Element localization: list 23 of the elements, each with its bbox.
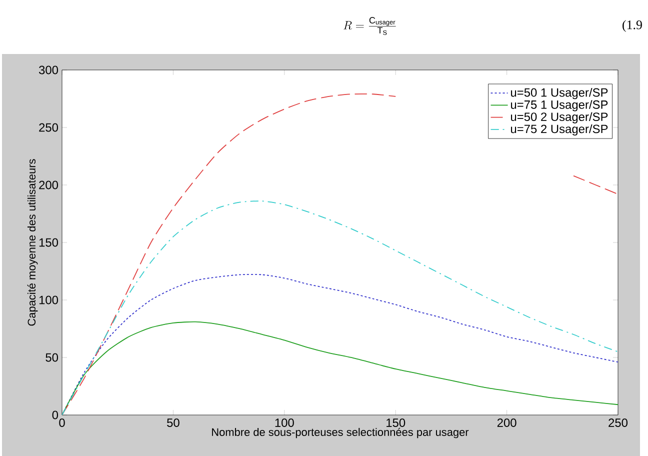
- legend-label: u=75 2 Usager/SP: [511, 124, 608, 136]
- y-tick-label: 150: [39, 238, 58, 247]
- y-tick-label: 200: [39, 180, 58, 190]
- chart-title: $R = \frac{\mathrm{C}_{\mathrm{usager}}}{\mathrm{T}_{\mathrm{S}}}$: [344, 17, 396, 35]
- y-tick-label: 250: [39, 123, 58, 132]
- x-tick-label: 150: [386, 418, 406, 427]
- y-axis-title: Capacité moyenne des utilisateurs: [27, 159, 38, 326]
- x-tick-label: 0: [59, 418, 65, 427]
- x-tick-label: 200: [497, 418, 516, 427]
- y-tick-label: 100: [39, 296, 58, 304]
- x-tick-label: 100: [275, 418, 294, 427]
- x-axis-title: Nombre de sous-porteuses selectionnées par usager: [212, 428, 469, 438]
- legend-label: u=50 1 Usager/SP: [511, 88, 608, 100]
- line-series: [62, 321, 618, 415]
- line-series: [62, 200, 618, 415]
- x-tick-label: 250: [608, 418, 628, 427]
- legend-label: u=50 2 Usager/SP: [511, 112, 608, 124]
- y-tick-label: 300: [38, 66, 58, 74]
- legend-label: u=75 1 Usager/SP: [511, 100, 608, 112]
- y-tick-label: 0: [52, 410, 58, 420]
- y-tick-label: 50: [46, 353, 58, 362]
- text: (1.9: [622, 20, 642, 32]
- x-tick-label: 50: [167, 418, 180, 427]
